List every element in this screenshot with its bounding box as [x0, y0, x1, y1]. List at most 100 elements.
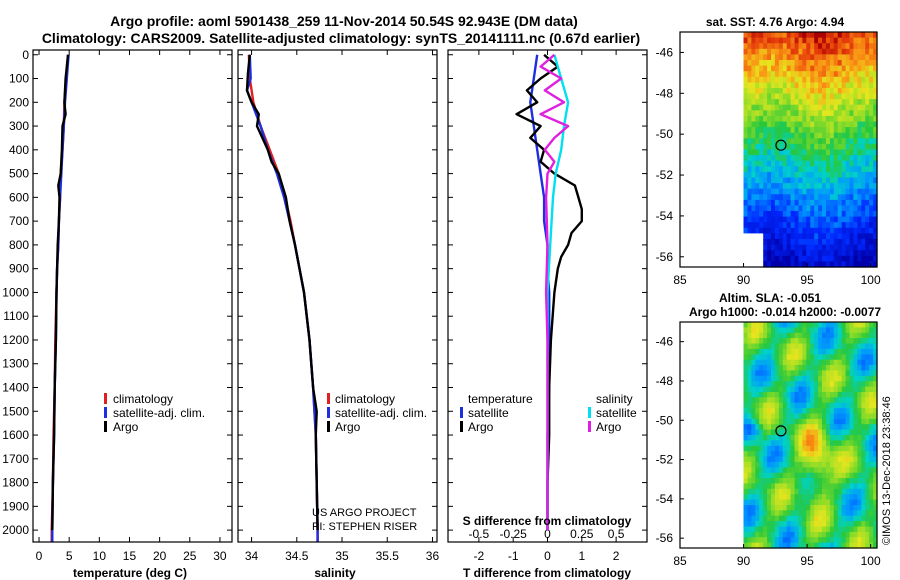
map-cell: [794, 166, 800, 173]
map-cell: [747, 429, 752, 436]
map-cell: [782, 250, 788, 257]
map-cell: [798, 510, 803, 517]
legend-swatch-t-satellite: [460, 407, 463, 418]
map-cell: [818, 82, 823, 89]
map-cell: [759, 510, 764, 517]
map-cell: [857, 327, 862, 334]
map-cell: [833, 110, 839, 117]
map-cell: [833, 132, 839, 139]
depth-tick-label: 1000: [2, 285, 29, 299]
map-cell: [829, 381, 835, 388]
map-cell: [786, 48, 792, 55]
map-cell: [747, 121, 752, 128]
map-cell: [790, 60, 796, 67]
map-cell: [829, 402, 835, 409]
map-cell: [865, 451, 870, 458]
map-cell: [751, 418, 756, 425]
map-cell: [798, 386, 803, 393]
map-cell: [763, 227, 768, 234]
map-cell: [849, 435, 854, 441]
map-cell: [849, 392, 854, 398]
map-cell: [747, 440, 752, 447]
map-cell: [763, 88, 768, 95]
map-cell: [853, 456, 858, 463]
map-cell: [849, 239, 854, 246]
map-cell: [818, 402, 823, 409]
map-cell: [743, 216, 748, 223]
map-cell: [865, 505, 870, 511]
map-cell: [743, 60, 748, 67]
map-cell: [751, 322, 756, 328]
map-cell: [869, 397, 874, 404]
map-cell: [751, 515, 756, 522]
map-cell: [849, 88, 854, 95]
map-cell: [747, 461, 752, 468]
map-cell: [841, 515, 847, 522]
map-cell: [857, 478, 862, 484]
map-cell: [869, 171, 874, 179]
map-cell: [841, 88, 847, 95]
map-cell: [845, 166, 851, 173]
map-cell: [833, 494, 839, 501]
map-cell: [822, 440, 827, 447]
map-cell: [826, 370, 831, 377]
map-cell: [790, 239, 796, 246]
depth-tick-label: 1800: [2, 476, 29, 490]
map-cell: [869, 93, 874, 100]
map-cell: [763, 451, 768, 458]
map-cell: [869, 354, 874, 361]
map-cell: [767, 54, 772, 61]
map-cell: [810, 48, 815, 55]
map-cell: [810, 183, 815, 190]
map-cell: [767, 32, 772, 39]
map-cell: [869, 183, 874, 190]
map-cell: [841, 327, 847, 334]
map-cell: [751, 227, 756, 234]
map-cell: [782, 205, 788, 212]
map-cell: [747, 82, 752, 89]
map-cell: [751, 381, 756, 388]
map-cell: [849, 526, 854, 533]
map-cell: [826, 48, 831, 55]
map-cell: [857, 456, 862, 463]
map-cell: [755, 149, 760, 156]
map-cell: [829, 93, 835, 100]
map-cell: [806, 261, 811, 268]
map-cell: [818, 244, 823, 251]
map-cell: [759, 365, 764, 371]
map-cell: [751, 445, 756, 452]
map-cell: [774, 488, 780, 495]
map-cell: [759, 244, 764, 251]
map-cell: [845, 82, 851, 89]
map-cell: [861, 194, 866, 201]
map-cell: [747, 424, 752, 431]
map-cell: [822, 194, 827, 201]
map-cell: [845, 370, 851, 377]
map-cell: [771, 461, 776, 468]
map-cell: [865, 93, 870, 100]
map-cell: [774, 244, 780, 251]
map-cell: [774, 440, 780, 447]
map-cell: [759, 402, 764, 409]
map-cell: [849, 194, 854, 201]
map-cell: [861, 526, 866, 533]
map-cell: [873, 375, 878, 382]
map-cell: [822, 408, 827, 415]
map-cell: [794, 413, 800, 420]
map-cell: [841, 71, 847, 78]
map-cell: [794, 537, 800, 544]
map-cell: [802, 99, 807, 106]
map-cell: [826, 183, 831, 190]
map-cell: [857, 149, 862, 156]
map-cell: [751, 239, 756, 246]
map-cell: [771, 160, 776, 167]
map-cell: [833, 205, 839, 212]
map-cell: [818, 515, 823, 522]
map-cell: [794, 250, 800, 257]
map-cell: [763, 478, 768, 484]
map-cell: [826, 143, 831, 151]
map-cell: [857, 542, 862, 549]
map-cell: [837, 255, 843, 262]
map-cell: [861, 211, 866, 218]
map-cell: [774, 413, 780, 420]
